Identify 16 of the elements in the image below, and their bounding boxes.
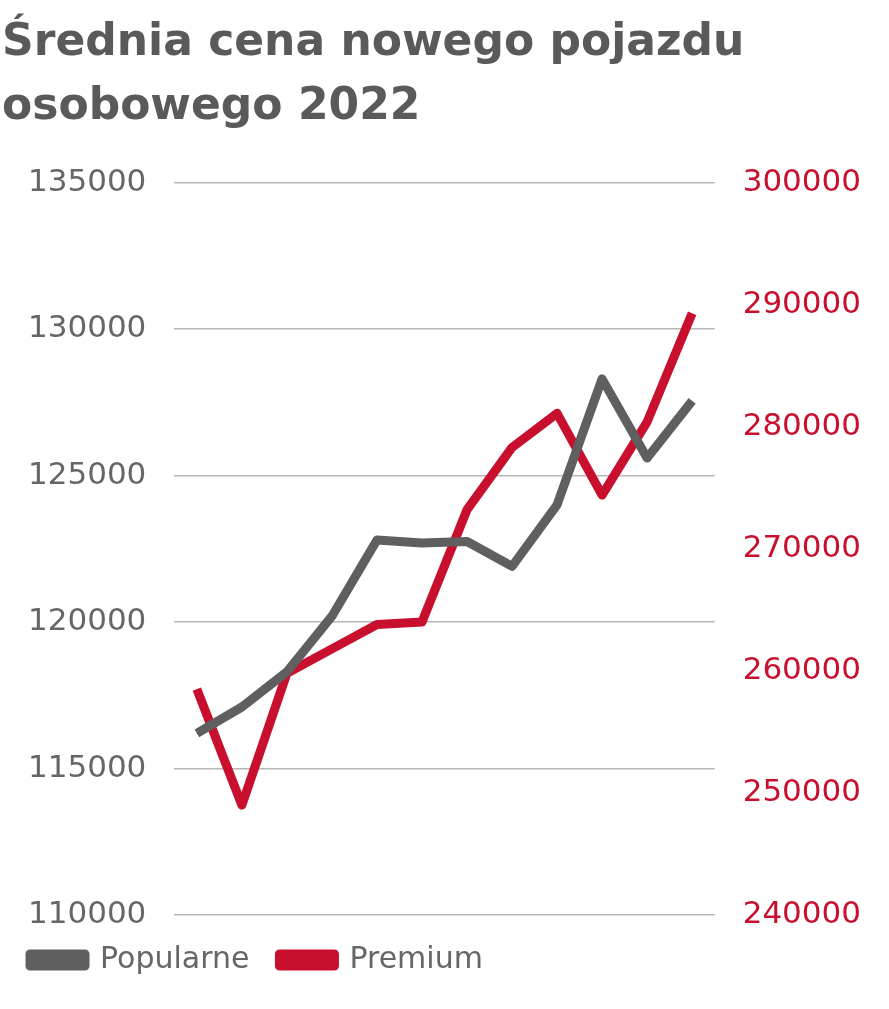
y-tick-label: 120000 (28, 601, 147, 638)
legend-label: Premium (349, 939, 483, 975)
y2-tick-label: 300000 (742, 161, 861, 198)
legend-label: Popularne (100, 939, 250, 975)
y-tick-label: 110000 (28, 894, 147, 931)
chart-title: Średnia cena nowego pojazdu osobowego 2022 (1, 12, 746, 131)
y2-tick-label: 290000 (742, 283, 861, 320)
y2-tick-label: 260000 (742, 649, 861, 686)
y2-tick-label: 270000 (742, 527, 861, 564)
y2-tick-label: 280000 (742, 405, 861, 442)
y2-tick-label: 240000 (742, 894, 861, 931)
y-tick-label: 115000 (28, 747, 147, 784)
y-tick-label: 125000 (28, 454, 147, 491)
y-tick-label: 135000 (28, 161, 147, 198)
y2-tick-label: 250000 (742, 771, 861, 808)
y-tick-label: 130000 (28, 308, 147, 345)
